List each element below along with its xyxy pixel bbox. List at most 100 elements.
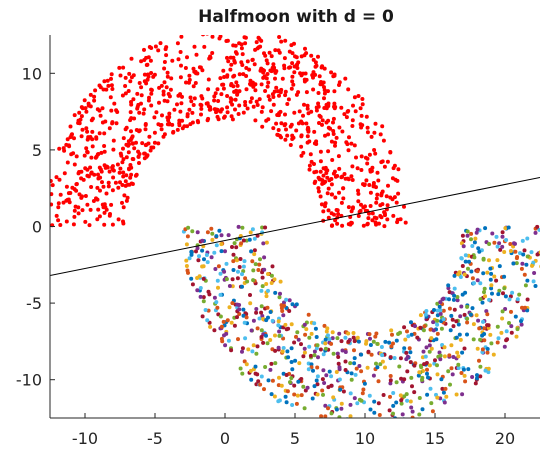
data-point: [425, 392, 430, 397]
data-point: [250, 349, 255, 354]
data-point: [84, 146, 89, 151]
y-tick-label: -5: [26, 294, 42, 313]
data-point: [229, 62, 234, 67]
data-point: [107, 126, 112, 131]
data-point: [367, 183, 372, 187]
data-point: [472, 240, 477, 245]
data-point: [163, 47, 168, 52]
data-point: [331, 129, 336, 133]
data-point: [413, 324, 417, 329]
data-point: [292, 392, 297, 397]
data-point: [435, 363, 439, 368]
data-point: [332, 101, 337, 106]
data-point: [307, 335, 312, 340]
data-point: [289, 322, 294, 327]
data-point: [509, 309, 513, 314]
data-point: [212, 328, 217, 333]
data-point: [298, 71, 303, 76]
data-point: [86, 135, 91, 140]
data-point: [139, 59, 144, 64]
data-point: [219, 249, 224, 254]
data-point: [110, 188, 115, 193]
data-point: [340, 223, 345, 228]
data-point: [292, 340, 297, 345]
data-point: [283, 89, 288, 94]
data-point: [507, 297, 512, 302]
data-point: [123, 84, 128, 88]
data-point: [352, 339, 357, 344]
data-point: [243, 41, 248, 46]
data-point: [292, 41, 296, 46]
data-point: [161, 92, 166, 97]
data-point: [343, 359, 348, 364]
data-point: [87, 223, 92, 228]
data-point: [356, 214, 361, 218]
data-point: [193, 81, 198, 85]
data-point: [443, 386, 448, 391]
data-point: [118, 73, 123, 78]
data-point: [439, 326, 444, 331]
data-point: [252, 236, 257, 241]
data-point: [304, 327, 309, 332]
data-point: [341, 389, 346, 394]
data-point: [428, 327, 433, 332]
data-point: [77, 110, 82, 115]
data-point: [346, 148, 351, 153]
data-point: [270, 92, 275, 97]
data-point: [504, 338, 509, 343]
data-point: [218, 292, 223, 297]
data-point: [344, 115, 349, 120]
data-point: [89, 185, 94, 189]
data-point: [514, 261, 519, 266]
data-point: [235, 92, 240, 97]
data-point: [322, 85, 326, 90]
data-point: [230, 277, 235, 282]
data-point: [171, 130, 176, 135]
data-point: [109, 202, 114, 207]
data-point: [291, 135, 296, 140]
data-point: [337, 190, 341, 195]
data-point: [92, 172, 97, 177]
y-tick-label: -10: [16, 371, 42, 390]
data-point: [409, 375, 414, 380]
data-point: [441, 296, 446, 301]
data-point: [74, 154, 79, 159]
data-point: [210, 51, 215, 55]
data-point: [269, 392, 274, 397]
data-point: [267, 97, 272, 102]
data-point: [80, 127, 85, 132]
data-point: [511, 261, 516, 266]
data-point: [206, 104, 211, 109]
data-point: [100, 120, 105, 125]
data-point: [471, 322, 476, 327]
data-point: [229, 320, 234, 325]
data-point: [305, 134, 310, 139]
data-point: [84, 109, 89, 114]
data-point: [263, 365, 268, 369]
data-point: [227, 284, 232, 288]
data-point: [294, 302, 299, 307]
data-point: [210, 237, 215, 242]
data-point: [501, 291, 505, 296]
data-point: [322, 88, 327, 93]
data-point: [508, 249, 513, 253]
data-point: [152, 115, 157, 120]
data-point: [294, 92, 299, 97]
data-point: [287, 49, 292, 54]
data-point: [283, 137, 288, 142]
data-point: [237, 265, 242, 269]
data-point: [306, 312, 311, 317]
data-point: [535, 252, 540, 257]
data-point: [294, 128, 299, 133]
plot-area: [50, 35, 540, 418]
data-point: [230, 301, 235, 306]
data-point: [320, 118, 325, 123]
data-point: [373, 121, 378, 126]
data-point: [235, 276, 240, 281]
data-point: [296, 379, 301, 384]
data-point: [326, 104, 331, 108]
data-point: [407, 346, 412, 351]
data-point: [299, 119, 304, 124]
data-point: [494, 234, 499, 239]
data-point: [239, 60, 244, 65]
